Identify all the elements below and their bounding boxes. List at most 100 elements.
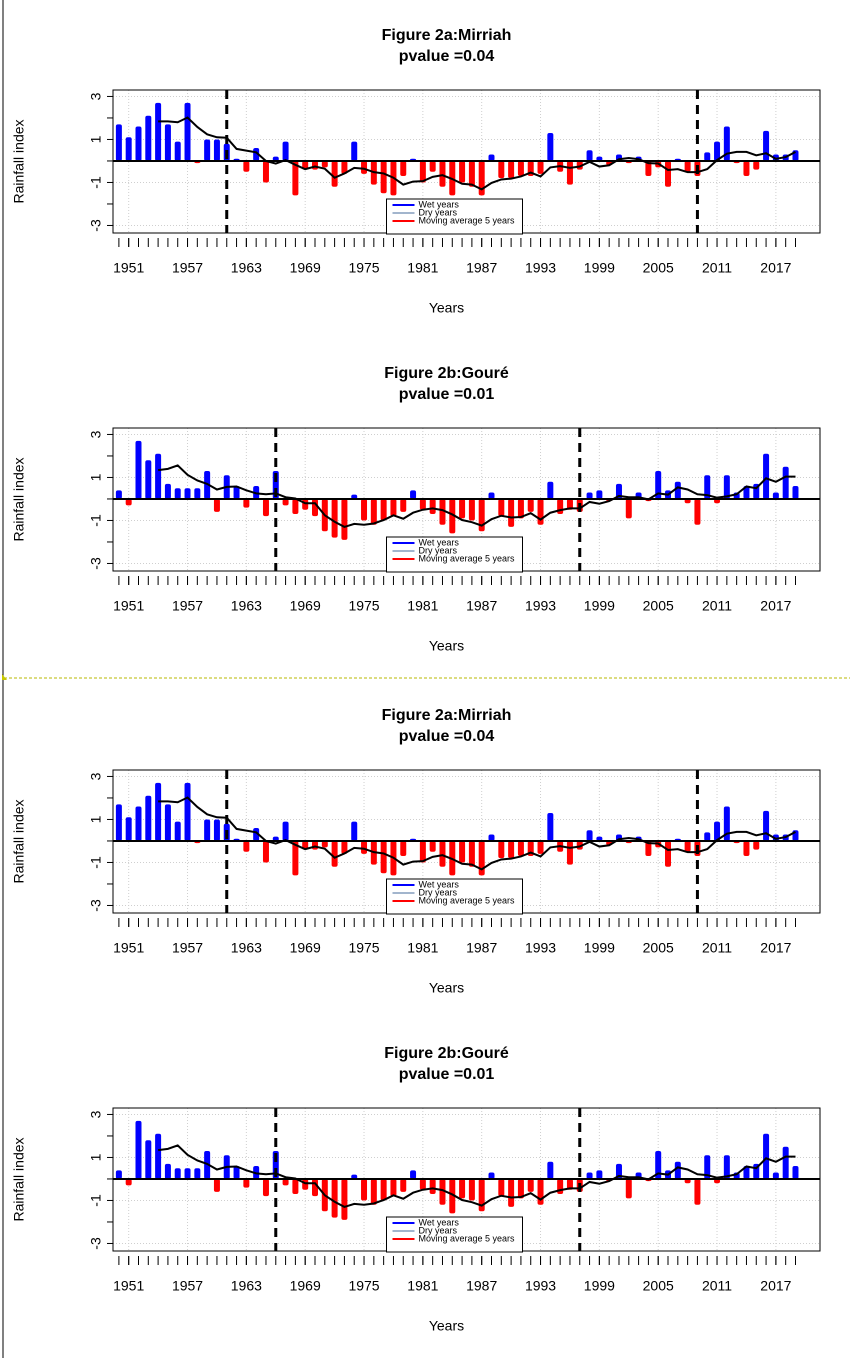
chart-title: Figure 2a:Mirriah <box>382 707 512 724</box>
bar <box>478 160 485 196</box>
bar <box>262 160 269 183</box>
bar <box>508 160 515 179</box>
bar <box>468 160 475 187</box>
x-tick-label: 1993 <box>525 260 556 276</box>
bar <box>439 498 446 525</box>
bar <box>566 498 573 510</box>
bar <box>213 1178 220 1192</box>
bar <box>155 782 162 841</box>
x-tick-label: 1993 <box>525 598 556 614</box>
bar <box>596 836 603 841</box>
bar <box>459 1178 466 1199</box>
bar <box>772 1172 779 1179</box>
x-tick-label: 1975 <box>348 940 379 956</box>
bar <box>566 840 573 865</box>
bar <box>115 1170 122 1179</box>
bar <box>459 160 466 183</box>
bar <box>341 498 348 540</box>
bar <box>723 126 730 161</box>
bar <box>155 1133 162 1179</box>
x-axis-label: Years <box>429 1318 464 1334</box>
bar <box>439 160 446 187</box>
y-tick-label: -1 <box>88 856 104 869</box>
x-tick-label: 1993 <box>525 940 556 956</box>
bar <box>792 1166 799 1179</box>
bar <box>213 498 220 512</box>
bar <box>262 498 269 517</box>
legend-label: Dry years <box>419 1225 458 1235</box>
bar <box>694 498 701 525</box>
bar <box>586 150 593 161</box>
chart: Figure 2b:Gouré pvalue =0.01 -3 -1 1 3 1951 195… <box>11 365 821 654</box>
y-tick-label: 1 <box>88 473 104 481</box>
bar <box>419 1178 426 1190</box>
x-tick-label: 2011 <box>702 598 732 614</box>
bar <box>537 160 544 174</box>
bar <box>194 488 201 499</box>
bar <box>233 1166 240 1179</box>
x-tick-label: 1969 <box>290 1278 321 1294</box>
chart: Figure 2a:Mirriah pvalue =0.04 -3 -1 1 3 1951 1… <box>11 27 821 316</box>
x-tick-label: 1963 <box>231 1278 262 1294</box>
bar <box>566 160 573 185</box>
bar <box>351 1174 358 1179</box>
legend-label: Wet years <box>419 879 460 889</box>
bar <box>478 840 485 876</box>
bar <box>302 1178 309 1190</box>
bar <box>312 498 318 517</box>
bar <box>243 498 250 508</box>
y-tick-label: 3 <box>88 430 104 438</box>
bar <box>204 139 211 161</box>
bar <box>704 832 711 841</box>
bar <box>292 1178 299 1195</box>
bar <box>312 840 318 850</box>
y-tick-label: -3 <box>88 557 104 570</box>
x-tick-label: 2005 <box>643 940 674 956</box>
bar <box>429 1178 436 1195</box>
chart-title: Figure 2b:Gouré <box>384 365 509 382</box>
bar <box>684 840 691 852</box>
x-tick-label: 2005 <box>643 1278 674 1294</box>
bar <box>155 453 162 499</box>
x-tick-label: 1987 <box>466 940 497 956</box>
bar <box>331 1178 338 1218</box>
bar <box>292 840 299 876</box>
bar <box>380 160 387 194</box>
bar <box>380 840 387 874</box>
bar <box>763 1133 770 1179</box>
x-tick-label: 1975 <box>348 1278 379 1294</box>
bar <box>351 821 358 841</box>
bar <box>155 102 162 161</box>
bar <box>174 141 181 161</box>
chart-title: Figure 2b:Gouré <box>384 1045 509 1062</box>
bar <box>792 486 799 499</box>
y-axis-label: Rainfall index <box>11 457 27 541</box>
x-tick-label: 1987 <box>466 260 497 276</box>
y-axis-label: Rainfall index <box>11 119 27 203</box>
bar <box>625 1178 632 1199</box>
x-tick-label: 2017 <box>760 598 791 614</box>
x-tick-label: 1981 <box>407 598 438 614</box>
x-tick-label: 1969 <box>290 260 321 276</box>
bar <box>704 1155 711 1179</box>
bar <box>164 124 171 161</box>
moving-average-line <box>158 116 796 191</box>
bar <box>400 498 407 512</box>
bar <box>714 498 721 504</box>
bar <box>135 440 142 499</box>
bar <box>321 840 328 848</box>
bar <box>468 1178 475 1201</box>
bar <box>233 486 240 499</box>
legend-label: Dry years <box>419 545 458 555</box>
bar <box>145 460 152 499</box>
bar <box>478 1178 485 1212</box>
bar <box>498 498 505 517</box>
chart: Figure 2a:Mirriah pvalue =0.04 -3 -1 1 3 1951 1… <box>11 707 821 996</box>
bar <box>508 498 515 527</box>
bar <box>449 498 456 534</box>
x-tick-label: 2017 <box>760 260 791 276</box>
y-tick-label: -3 <box>88 1237 104 1250</box>
bar <box>135 1120 142 1179</box>
bar <box>714 141 721 161</box>
